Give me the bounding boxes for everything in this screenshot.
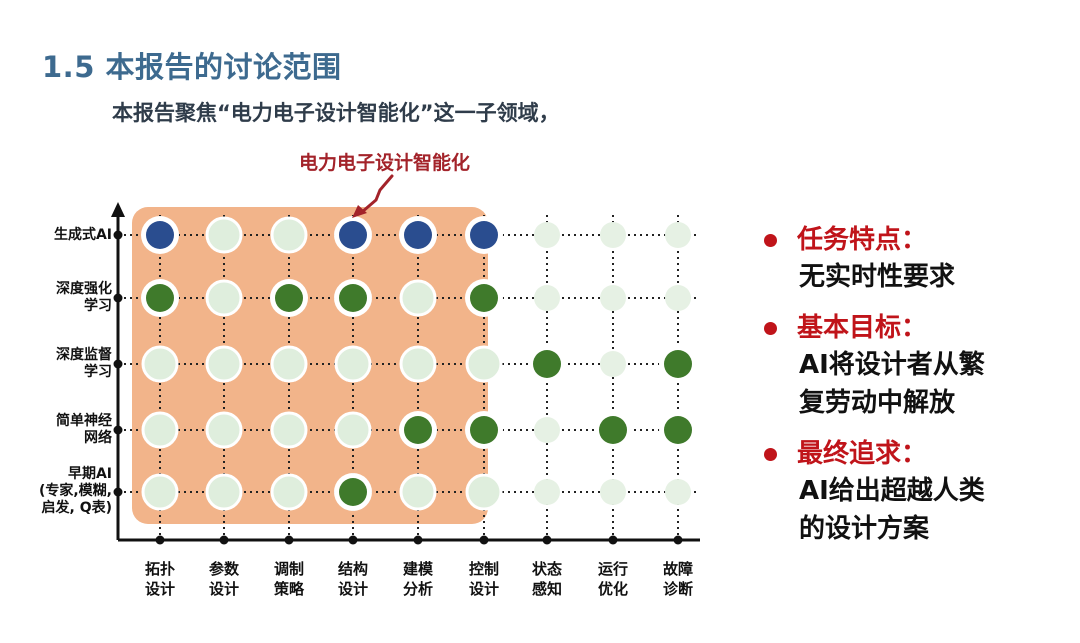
callout-arrow-line	[360, 174, 394, 214]
y-label-deep-rl: 深度强化 学习	[56, 281, 112, 314]
y-label-simple-nn: 简单神经 网络	[56, 413, 112, 446]
bullet-head: 基本目标：	[797, 313, 928, 343]
matrix-cell-empty	[270, 473, 308, 511]
matrix-cell-green	[339, 478, 367, 506]
matrix-cell-green	[470, 284, 498, 312]
matrix-cell-empty	[399, 279, 437, 317]
axes	[111, 202, 700, 545]
bullet-basic-goal: 基本目标： AI将设计者从繁 复劳动中解放	[762, 310, 985, 422]
bullet-dot-icon	[764, 233, 777, 247]
matrix-cell-empty	[665, 222, 691, 248]
matrix-cell-blue	[470, 221, 498, 249]
matrix-cell-empty	[465, 345, 503, 383]
matrix-cell-green	[533, 350, 561, 378]
x-label-modeling: 建模 分析	[402, 560, 433, 598]
matrix-cell-empty	[600, 222, 626, 248]
matrix-cell-green	[146, 284, 174, 312]
matrix-cell-empty	[205, 473, 243, 511]
x-label-structure: 结构 设计	[337, 560, 368, 598]
x-tick-dot	[542, 535, 552, 545]
callout-arrow	[352, 174, 394, 218]
x-tick-dot	[348, 535, 358, 545]
matrix-cell-blue	[146, 221, 174, 249]
subtitle: 本报告聚焦“电力电子设计智能化”这一子领域，	[112, 101, 560, 125]
matrix-cell-empty	[665, 285, 691, 311]
matrix-cell-blue	[339, 221, 367, 249]
matrix-cell-empty	[600, 479, 626, 505]
y-tick-dot	[113, 230, 123, 240]
y-label-generative-ai: 生成式AI	[53, 227, 112, 243]
matrix-cell-empty	[534, 417, 560, 443]
matrix-cell-empty	[399, 345, 437, 383]
matrix-cell-green	[664, 350, 692, 378]
matrix-cell-green	[470, 416, 498, 444]
y-tick-dot	[113, 359, 123, 369]
callout-label: 电力电子设计智能化	[299, 152, 471, 174]
x-label-fault-diagnosis: 故障 诊断	[662, 560, 693, 598]
matrix-cell-empty	[534, 285, 560, 311]
matrix-cell-green	[599, 416, 627, 444]
x-tick-dot	[608, 535, 618, 545]
matrix-cell-empty	[465, 473, 503, 511]
x-label-state-sensing: 状态 感知	[531, 560, 562, 598]
x-tick-dot	[479, 535, 489, 545]
matrix-cell-green	[404, 416, 432, 444]
bullet-text: AI将设计者从繁 复劳动中解放	[799, 350, 985, 418]
callout-arrowhead-icon	[352, 205, 367, 218]
matrix-cell-green	[339, 284, 367, 312]
matrix-cell-green	[664, 416, 692, 444]
y-tick-dot	[113, 425, 123, 435]
matrix-cell-empty	[270, 216, 308, 254]
matrix-cell-empty	[205, 216, 243, 254]
bullet-head: 最终追求：	[797, 439, 928, 469]
matrix-cell-empty	[205, 411, 243, 449]
y-tick-dot	[113, 487, 123, 497]
matrix-cell-empty	[141, 345, 179, 383]
x-label-modulation: 调制 策略	[273, 560, 304, 598]
matrix-cell-empty	[399, 473, 437, 511]
bullet-text: 无实时性要求	[799, 262, 956, 292]
x-label-operation-opt: 运行 优化	[597, 560, 628, 598]
matrix-cell-empty	[334, 345, 372, 383]
matrix-cell-empty	[270, 411, 308, 449]
x-tick-dot	[155, 535, 165, 545]
matrix-cell-empty	[534, 479, 560, 505]
bullet-dot-icon	[764, 321, 777, 335]
bullet-list: 任务特点： 无实时性要求 基本目标： AI将设计者从繁 复劳动中解放 最终追求：…	[762, 222, 985, 562]
matrix-cell-empty	[205, 345, 243, 383]
y-label-deep-supervised: 深度监督 学习	[56, 347, 112, 380]
capability-matrix-diagram	[111, 174, 700, 545]
x-tick-dot	[219, 535, 229, 545]
bullet-task-features: 任务特点： 无实时性要求	[762, 222, 985, 296]
bullet-ultimate-pursuit: 最终追求： AI给出超越人类 的设计方案	[762, 436, 985, 548]
matrix-cells	[141, 216, 697, 511]
x-tick-dot	[673, 535, 683, 545]
matrix-cell-blue	[404, 221, 432, 249]
y-tick-dot	[113, 293, 123, 303]
matrix-cell-empty	[334, 411, 372, 449]
matrix-cell-empty	[205, 279, 243, 317]
matrix-cell-empty	[141, 411, 179, 449]
matrix-cell-green	[275, 284, 303, 312]
bullet-dot-icon	[764, 447, 777, 461]
matrix-cell-empty	[600, 285, 626, 311]
bullet-text: AI给出超越人类 的设计方案	[799, 476, 985, 544]
x-tick-dot	[284, 535, 294, 545]
matrix-cell-empty	[534, 222, 560, 248]
y-label-early-ai: 早期AI (专家,模糊, 启发, Q表)	[38, 466, 112, 516]
y-axis-arrow-icon	[111, 202, 125, 217]
matrix-cell-empty	[600, 351, 626, 377]
matrix-cell-empty	[141, 473, 179, 511]
page-title: 1.5 本报告的讨论范围	[42, 50, 342, 84]
bullet-head: 任务特点：	[797, 225, 928, 255]
x-label-control: 控制 设计	[468, 560, 499, 598]
x-label-parameter: 参数 设计	[208, 560, 239, 598]
matrix-cell-empty	[270, 345, 308, 383]
x-label-topology: 拓扑 设计	[144, 560, 175, 598]
x-tick-dot	[413, 535, 423, 545]
matrix-cell-empty	[665, 479, 691, 505]
